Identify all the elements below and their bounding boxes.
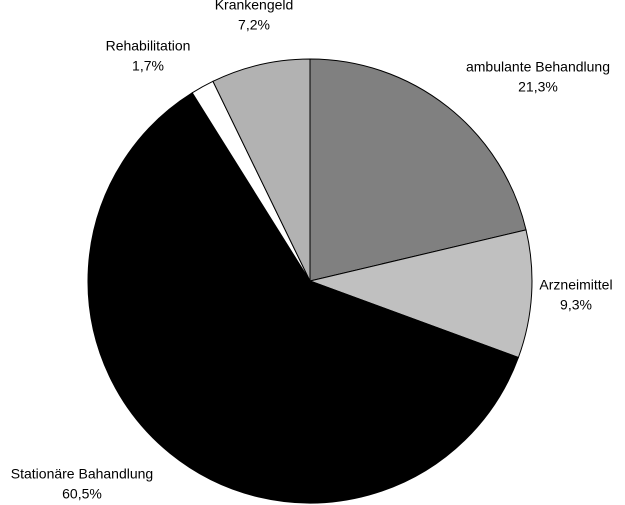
- slice-label: Stationäre Bahandlung: [11, 466, 153, 482]
- pie-slice: [87, 92, 520, 504]
- pie-slice: [309, 58, 527, 282]
- slice-label: Krankengeld: [215, 0, 294, 13]
- slice-value-label: 7,2%: [238, 17, 270, 33]
- slice-value-label: 9,3%: [560, 297, 592, 313]
- pie-slice: [308, 229, 533, 359]
- slice-value-label: 60,5%: [62, 486, 102, 502]
- slice-label: Rehabilitation: [106, 38, 191, 54]
- slice-value-label: 1,7%: [132, 58, 164, 74]
- slice-label: Arzneimittel: [539, 277, 612, 293]
- pie-slice: [212, 58, 311, 282]
- slice-value-label: 21,3%: [518, 79, 558, 95]
- slice-label: ambulante Behandlung: [466, 59, 610, 75]
